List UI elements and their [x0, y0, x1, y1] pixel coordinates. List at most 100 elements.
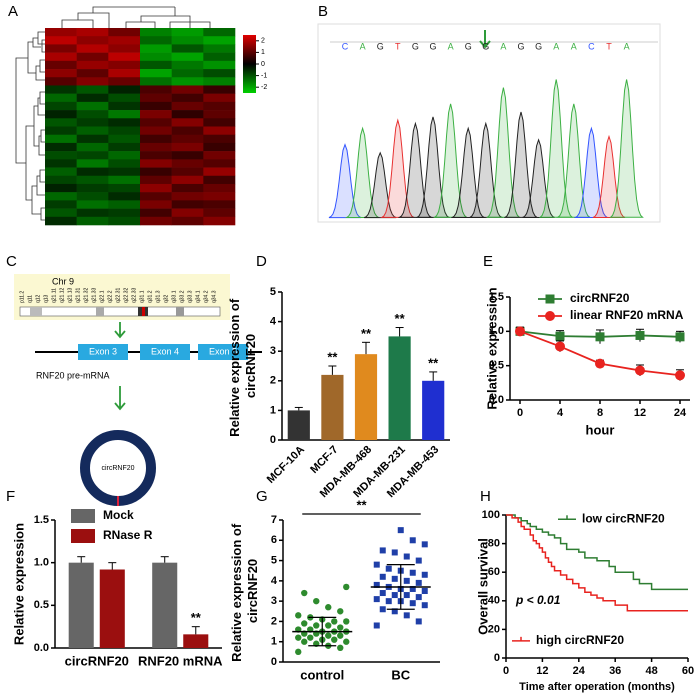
- x-tick-label: 48: [645, 665, 657, 677]
- legend-marker: [545, 294, 555, 304]
- heatmap-cell: [140, 85, 172, 94]
- point: [391, 549, 398, 556]
- chromosome: [19, 306, 221, 317]
- heatmap-cell: [45, 110, 77, 119]
- heatmap-cell: [76, 208, 109, 218]
- legend-swatch: [71, 529, 95, 543]
- heatmap-cell: [76, 167, 109, 177]
- y-tick-label: 0: [494, 652, 500, 664]
- heatmap-cell: [171, 159, 204, 168]
- heatmap-cell: [203, 208, 236, 218]
- y-tick-label: 40: [488, 595, 500, 607]
- heatmap-cell: [76, 200, 109, 209]
- base-letter: A: [553, 41, 559, 51]
- heatmap-cell: [76, 52, 109, 62]
- heatmap-cell: [45, 52, 77, 62]
- point: [313, 597, 320, 605]
- base-letter: A: [500, 41, 506, 51]
- heatmap-cell: [140, 101, 172, 111]
- heatmap-cell: [203, 52, 236, 62]
- colorbar-label: 1: [261, 49, 265, 56]
- heatmap-cell: [171, 60, 204, 70]
- heatmap-cell: [171, 85, 204, 94]
- trace-peak: [397, 121, 434, 218]
- heatmap-cell: [171, 101, 204, 111]
- heatmap-cell: [108, 118, 141, 127]
- point: [325, 604, 332, 611]
- heatmap-cell: [108, 134, 141, 144]
- point: [385, 565, 392, 572]
- point: [409, 585, 416, 592]
- heatmap-cell: [76, 36, 109, 45]
- heatmap-cell: [140, 126, 172, 136]
- trace-peak: [415, 116, 451, 218]
- point: [385, 598, 392, 605]
- heatmap-cell: [203, 175, 236, 185]
- panel-label: B: [318, 3, 328, 20]
- y-tick-label: 1: [270, 404, 276, 416]
- heatmap-cell: [76, 159, 109, 168]
- band-label: p11.2: [19, 291, 25, 303]
- band: [30, 307, 42, 316]
- bar: [68, 562, 94, 648]
- legend-label: Mock: [103, 508, 134, 522]
- survival-curve: [506, 514, 688, 612]
- heatmap-cell: [171, 142, 204, 152]
- point: [343, 618, 350, 625]
- colorbar-label: 0: [261, 61, 265, 68]
- point: [343, 638, 350, 645]
- heatmap-cell: [76, 101, 109, 111]
- heatmap-cell: [203, 101, 236, 111]
- heatmap-cell: [76, 192, 109, 201]
- heatmap-cell: [140, 110, 172, 119]
- heatmap-cell: [171, 175, 204, 185]
- band-label: q34.3: [211, 290, 217, 303]
- heatmap-cell: [171, 69, 204, 78]
- trace-peak: [433, 103, 469, 218]
- y-tick-label: 0: [270, 434, 276, 446]
- chromosome-label: Chr 9: [52, 276, 74, 286]
- heatmap-cell: [76, 134, 109, 144]
- y-tick-label: 1: [271, 636, 277, 648]
- band-label: q22.33: [131, 287, 137, 303]
- band-label: q31.1: [139, 290, 145, 303]
- point: [415, 618, 422, 625]
- point: [373, 596, 380, 603]
- colorbar: [243, 35, 256, 93]
- panel-label: G: [256, 488, 268, 505]
- band-label: q21.31: [75, 287, 81, 303]
- heatmap-cell: [140, 118, 172, 127]
- panel-label: F: [6, 488, 15, 505]
- point: [635, 365, 645, 376]
- heatmap-cell: [203, 110, 236, 119]
- heatmap-cell: [203, 183, 236, 193]
- panel-label: H: [480, 488, 491, 505]
- point: [337, 608, 344, 615]
- band-label: q12: [35, 294, 41, 303]
- circ-label: circRNF20: [101, 465, 134, 472]
- survival-curve: [506, 514, 688, 591]
- heatmap-cell: [45, 36, 77, 45]
- y-tick-label: 5: [271, 554, 277, 566]
- legend-label: low circRNF20: [582, 511, 665, 525]
- exon: [198, 344, 248, 360]
- heatmap-cell: [108, 192, 141, 201]
- heatmap-cell: [45, 118, 77, 127]
- heatmap-cell: [76, 126, 109, 136]
- heatmap-cell: [108, 60, 141, 70]
- heatmap-cell: [203, 192, 236, 201]
- trace-peak: [573, 126, 610, 218]
- y-tick-label: 0: [271, 656, 277, 668]
- point: [415, 579, 422, 586]
- heatmap-cell: [203, 69, 236, 78]
- heatmap-cell: [45, 101, 77, 111]
- colorbar-label: 2: [261, 38, 265, 45]
- x-tick-label: 4: [557, 407, 564, 419]
- x-tick-label: control: [300, 667, 344, 682]
- heatmap-cell: [45, 69, 77, 78]
- base-letter: G: [412, 41, 419, 51]
- heatmap-cell: [203, 77, 236, 86]
- point: [403, 553, 410, 560]
- band-label: q33.3: [187, 290, 193, 303]
- trace-peak: [344, 126, 381, 218]
